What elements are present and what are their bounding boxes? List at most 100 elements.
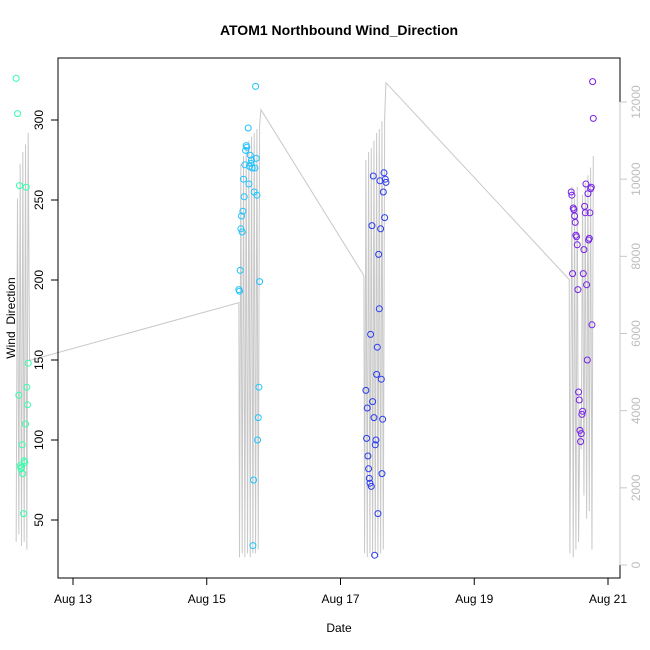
- y2-tick-label: 12000: [629, 85, 643, 119]
- data-point: [16, 182, 23, 190]
- data-point: [380, 169, 388, 177]
- data-point: [240, 193, 248, 201]
- data-point: [365, 474, 373, 482]
- x-tick-label: Aug 17: [321, 592, 359, 606]
- data-point: [248, 156, 256, 164]
- data-point: [373, 343, 381, 351]
- data-point: [20, 510, 28, 518]
- data-point: [577, 430, 585, 438]
- data-point: [580, 246, 588, 254]
- data-point: [238, 212, 246, 220]
- data-point: [371, 551, 379, 559]
- data-point: [239, 207, 247, 215]
- data-point: [367, 330, 375, 338]
- x-tick-label: Aug 19: [455, 592, 493, 606]
- data-point: [242, 146, 250, 154]
- data-point: [375, 305, 383, 313]
- data-point: [585, 234, 593, 242]
- data-point: [19, 470, 27, 478]
- data-point: [15, 391, 23, 399]
- data-point: [369, 398, 377, 406]
- data-point: [382, 178, 390, 186]
- data-point: [366, 479, 374, 487]
- data-point: [12, 74, 20, 82]
- data-point: [576, 426, 584, 434]
- data-point: [374, 510, 382, 518]
- data-point: [236, 266, 244, 274]
- data-point: [364, 452, 372, 460]
- y2-tick-label: 8000: [629, 243, 643, 270]
- chart-title: ATOM1 Northbound Wind_Direction: [220, 22, 458, 38]
- data-point: [582, 180, 590, 188]
- data-point: [375, 250, 383, 258]
- data-point: [243, 143, 251, 151]
- x-tick-label: Aug 15: [188, 592, 226, 606]
- data-point: [569, 270, 577, 278]
- data-point: [381, 214, 389, 222]
- data-point: [589, 78, 597, 86]
- data-point: [589, 114, 597, 122]
- data-point: [574, 286, 582, 294]
- data-point: [567, 188, 575, 196]
- data-point: [573, 233, 581, 241]
- data-point: [246, 151, 254, 159]
- data-point: [571, 218, 579, 226]
- data-point: [367, 482, 375, 490]
- y-tick-label: 200: [32, 270, 46, 290]
- data-point: [377, 375, 385, 383]
- data-point: [573, 241, 581, 249]
- data-point: [579, 270, 587, 278]
- data-point: [379, 415, 387, 423]
- data-point: [18, 463, 26, 471]
- data-point: [252, 154, 260, 162]
- data-point: [23, 383, 31, 391]
- data-point: [575, 388, 583, 396]
- data-point: [22, 420, 30, 428]
- data-point: [578, 410, 586, 418]
- data-point: [16, 462, 24, 470]
- data-point: [363, 404, 371, 412]
- y2-tick-label: 6000: [629, 320, 643, 347]
- y-tick-label: 300: [32, 110, 46, 130]
- data-point: [370, 414, 378, 422]
- data-point: [253, 191, 261, 199]
- data-point: [587, 183, 595, 191]
- data-point: [377, 225, 385, 233]
- data-point: [579, 407, 587, 415]
- y-tick-label: 250: [32, 190, 46, 210]
- secondary-line-layer: [15, 81, 594, 558]
- secondary-series-line: [15, 81, 594, 558]
- y2-tick-label: 10000: [629, 162, 643, 196]
- data-point: [379, 188, 387, 196]
- data-point: [21, 458, 29, 466]
- data-point: [240, 175, 248, 183]
- data-point: [245, 180, 253, 188]
- x-tick-label: Aug 21: [589, 592, 627, 606]
- data-point: [363, 434, 371, 442]
- data-point: [362, 386, 370, 394]
- points-layer: [12, 74, 597, 559]
- data-point: [252, 82, 260, 90]
- data-point: [24, 401, 32, 409]
- data-point: [13, 110, 21, 118]
- data-point: [368, 222, 376, 230]
- y-axis-left: 50 100 150 200 250 300: [32, 110, 59, 527]
- y-axis-label: Wind_Direction: [4, 277, 18, 358]
- x-axis: Aug 13 Aug 15 Aug 17 Aug 19 Aug 21: [54, 577, 627, 606]
- data-point: [248, 164, 256, 172]
- data-point: [251, 164, 259, 172]
- data-point: [22, 183, 30, 191]
- data-point: [586, 209, 594, 217]
- data-point: [369, 172, 377, 180]
- data-point: [244, 124, 252, 132]
- data-point: [372, 436, 380, 444]
- y-axis-right: 0 2000 4000 6000 8000 10000 12000: [619, 85, 643, 568]
- y-tick-label: 150: [32, 350, 46, 370]
- data-point: [247, 159, 255, 167]
- data-point: [24, 359, 32, 367]
- data-point: [236, 287, 244, 295]
- data-point: [575, 396, 583, 404]
- x-tick-label: Aug 13: [54, 592, 92, 606]
- y2-tick-label: 0: [629, 561, 643, 568]
